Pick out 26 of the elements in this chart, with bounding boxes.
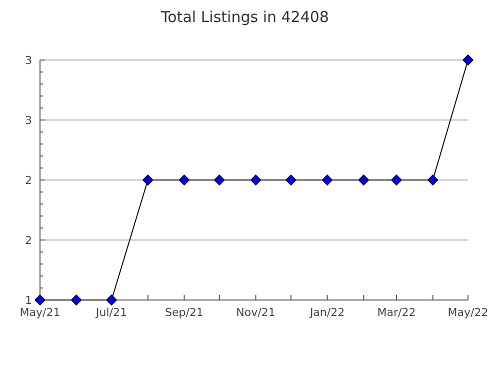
- y-tick-label: 1: [25, 294, 32, 307]
- point: [70, 294, 82, 306]
- x-tick-label: May/22: [448, 306, 488, 319]
- point: [286, 174, 296, 186]
- point: [178, 174, 190, 186]
- chart-title: Total Listings in 42408: [160, 8, 329, 26]
- point: [34, 294, 46, 306]
- x-tick-label: Nov/21: [236, 306, 276, 319]
- y-tick-label: 2: [25, 174, 32, 187]
- point: [214, 174, 225, 186]
- point: [391, 174, 402, 186]
- point: [106, 294, 117, 306]
- x-tick-label: Jan/22: [308, 306, 345, 319]
- x-tick-label: Jul/21: [95, 306, 128, 319]
- point: [358, 174, 370, 186]
- x-tick-label: Mar/22: [377, 306, 416, 319]
- x-tick-label: Sep/21: [165, 306, 204, 319]
- point: [427, 174, 438, 186]
- point: [142, 174, 154, 186]
- point: [250, 174, 262, 186]
- point: [322, 174, 333, 186]
- y-tick-label: 2: [25, 234, 32, 247]
- x-tick-label: May/21: [20, 306, 60, 319]
- point: [462, 54, 474, 66]
- y-tick-label: 3: [25, 54, 32, 67]
- y-tick-label: 3: [25, 114, 32, 127]
